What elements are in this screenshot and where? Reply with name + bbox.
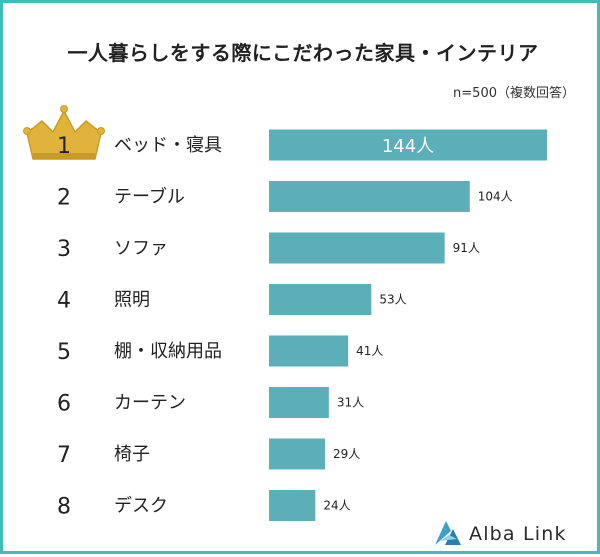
- category-label: ソファ: [114, 238, 168, 259]
- bar: [269, 284, 372, 315]
- bar: [269, 232, 445, 264]
- value-label: 104人: [478, 190, 513, 204]
- bar: [269, 181, 470, 212]
- bar: [269, 490, 316, 521]
- value-label: 41人: [356, 344, 383, 358]
- alba-link-logo: Alba Link: [431, 515, 591, 549]
- bar: [269, 335, 349, 367]
- rank-number: 1: [57, 134, 71, 159]
- rank-number: 6: [57, 392, 71, 417]
- category-label: 棚・収納用品: [114, 341, 222, 362]
- value-label: 31人: [337, 396, 364, 410]
- rank-number: 4: [57, 289, 71, 314]
- category-label: 照明: [114, 290, 150, 311]
- brand-name: Alba Link: [469, 523, 567, 545]
- rank-number: 8: [57, 495, 71, 520]
- bar: [269, 438, 325, 470]
- rank-number: 7: [57, 443, 71, 468]
- category-label: テーブル: [114, 186, 185, 208]
- category-label: ベッド・寝具: [114, 135, 222, 156]
- chart-title: 一人暮らしをする際にこだわった家具・インテリア: [67, 41, 539, 65]
- rank-number: 2: [57, 186, 71, 211]
- category-label: デスク: [114, 496, 168, 517]
- value-label: 91人: [453, 241, 480, 255]
- bar: [269, 387, 329, 418]
- bar: [269, 129, 547, 161]
- value-label: 53人: [379, 293, 406, 307]
- sample-note: n=500（複数回答）: [453, 86, 575, 101]
- category-label: カーテン: [114, 393, 186, 414]
- bar-chart: 1 ベッド・寝具 144人 2 テーブル 104人 3 ソファ 91人 4 照明 53人 5 棚・収納用品…: [23, 105, 547, 521]
- value-label: 29人: [333, 447, 360, 461]
- rank-number: 5: [57, 340, 71, 365]
- crown-icon: [23, 105, 105, 160]
- value-label: 144人: [382, 136, 434, 157]
- category-label: 椅子: [114, 444, 150, 465]
- value-label: 24人: [323, 499, 350, 513]
- logo-mark-icon: [435, 521, 461, 545]
- rank-number: 3: [57, 237, 71, 262]
